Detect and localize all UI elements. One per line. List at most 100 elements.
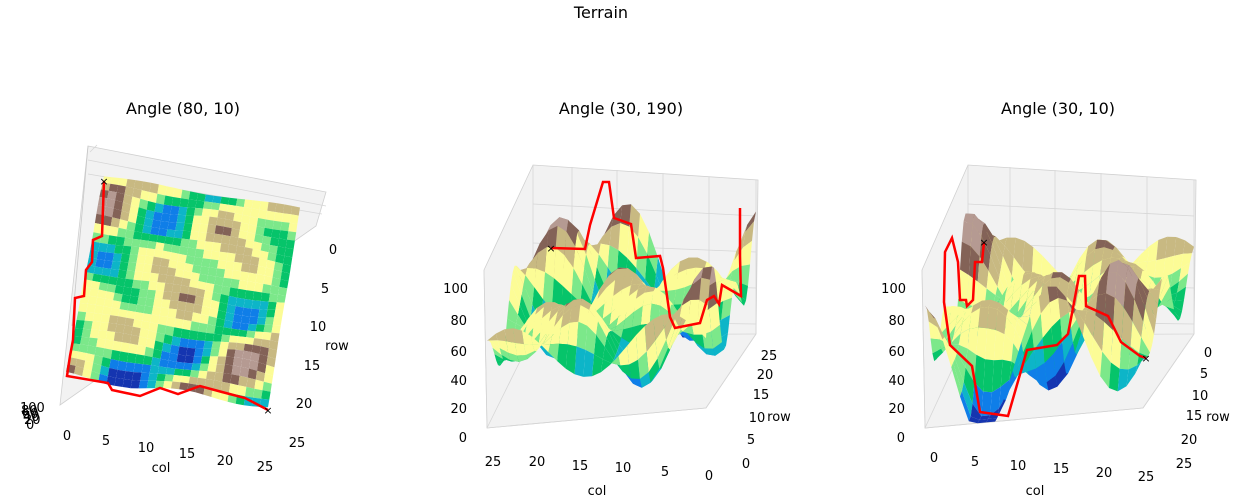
- surface-facet: [504, 328, 516, 343]
- z-tick: 60: [450, 345, 467, 360]
- surface-facet: [597, 315, 609, 338]
- surface-facet: [124, 317, 135, 327]
- surface-facet: [1089, 275, 1101, 297]
- surface-facet: [159, 221, 169, 230]
- surface-facet: [102, 348, 113, 359]
- surface-facet: [163, 195, 174, 206]
- surface-facet: [220, 334, 231, 343]
- surface-facet: [1121, 307, 1133, 347]
- surface-facet: [659, 347, 671, 369]
- surface-facet: [72, 335, 82, 345]
- panel-title: Angle (30, 190): [559, 99, 683, 118]
- surface-facet: [926, 308, 938, 328]
- surface-facet: [251, 300, 261, 310]
- surface-facet: [1132, 299, 1144, 338]
- surface-facet: [225, 261, 235, 271]
- surface-facet: [667, 273, 678, 291]
- surface-facet: [208, 216, 218, 226]
- surface-facet: [928, 321, 940, 340]
- surface-facet: [179, 382, 189, 391]
- surface-facet: [207, 316, 217, 326]
- surface-facet: [1077, 246, 1089, 268]
- surface-facet: [130, 246, 140, 255]
- surface-facet: [544, 247, 556, 279]
- surface-facet: [107, 367, 118, 378]
- surface-facet: [745, 211, 756, 233]
- surface-facet: [95, 297, 106, 307]
- surface-facet: [214, 325, 224, 335]
- surface-facet: [170, 344, 180, 355]
- surface-facet: [526, 307, 537, 327]
- surface-facet: [248, 316, 259, 325]
- surface-facet: [137, 207, 147, 218]
- surface-facet: [199, 266, 210, 276]
- surface-facet: [1040, 302, 1052, 338]
- surface-facet: [138, 380, 149, 389]
- surface-facet: [611, 205, 623, 227]
- surface-facet: [105, 331, 116, 341]
- surface-facet: [106, 244, 116, 254]
- surface-facet: [963, 367, 975, 404]
- surface-facet: [527, 252, 538, 269]
- surface-facet: [195, 200, 205, 209]
- surface-facet: [207, 363, 217, 372]
- surface-facet: [260, 243, 270, 253]
- surface-facet: [222, 226, 232, 237]
- surface-facet: [571, 298, 583, 308]
- surface-facet: [140, 190, 150, 201]
- surface-facet: [1062, 327, 1073, 362]
- surface-facet: [231, 321, 241, 330]
- surface-facet: [1109, 362, 1120, 392]
- y-axis-ticks: 0 5 10 15 20 25: [289, 243, 337, 451]
- y-tick: 25: [1176, 457, 1193, 472]
- surface-facet: [684, 267, 696, 288]
- surface-facet: [110, 217, 121, 228]
- surface-facet: [135, 304, 146, 314]
- surface-facet: [535, 302, 546, 315]
- surface-facet: [163, 334, 173, 345]
- surface-facet: [138, 288, 148, 298]
- surface-facet: [523, 275, 535, 305]
- surface-facet: [222, 327, 232, 336]
- surface-facet: [1020, 306, 1032, 318]
- surface-facet: [548, 343, 559, 361]
- surface-facet: [693, 334, 705, 349]
- surface-facet: [242, 207, 252, 217]
- surface-facet: [1151, 278, 1162, 291]
- surface-facet: [191, 223, 201, 232]
- surface-facet: [651, 291, 663, 306]
- surface-facet: [1022, 296, 1034, 315]
- surface-facet: [618, 345, 630, 366]
- surface-facet: [125, 270, 135, 280]
- surface-facet: [1060, 272, 1071, 283]
- surface-facet: [625, 298, 636, 320]
- x-tick: 15: [1053, 462, 1070, 477]
- surface-facet: [622, 276, 633, 290]
- surface-facet: [96, 205, 106, 216]
- surface-facet: [139, 328, 149, 339]
- surface-facet: [82, 368, 92, 379]
- surface-facet: [969, 308, 980, 329]
- surface-facet: [229, 236, 239, 246]
- surface-facet: [115, 236, 125, 246]
- path-start-marker: ×: [979, 236, 988, 249]
- surface-facet: [289, 214, 299, 224]
- surface-facet: [681, 284, 693, 306]
- surface-facet: [1093, 315, 1105, 352]
- surface-facet: [151, 219, 161, 229]
- surface-facet: [265, 364, 275, 376]
- y-tick: 5: [1200, 367, 1208, 382]
- surface-facet: [193, 256, 203, 267]
- surface-facet: [607, 317, 619, 331]
- surface-facet: [1034, 337, 1045, 369]
- surface-facet: [101, 224, 111, 236]
- surface-facet: [1002, 245, 1014, 277]
- surface-facet: [181, 189, 191, 200]
- surface-facet: [1084, 249, 1096, 273]
- surface-facet: [177, 300, 187, 311]
- surface-facet: [153, 249, 164, 258]
- surface-facet: [268, 293, 278, 303]
- surface-facet: [653, 287, 665, 296]
- surface-facet: [239, 271, 249, 282]
- surface-facet: [181, 369, 192, 377]
